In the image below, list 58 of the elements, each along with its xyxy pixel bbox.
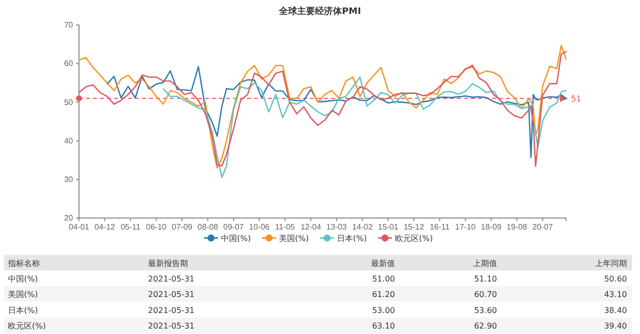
- text: 43.10: [604, 290, 627, 300]
- x-tick-label: 09-07: [223, 222, 244, 232]
- x-tick-label: 08-08: [198, 222, 219, 232]
- ref-line-label: 51: [571, 94, 582, 104]
- text: 53.60: [474, 306, 497, 315]
- text: 2021-05-31: [148, 290, 194, 300]
- x-tick-label: 05-11: [120, 222, 142, 232]
- x-tick-label: 04-01: [68, 222, 90, 232]
- x-tick-label: 13-03: [326, 222, 348, 232]
- text: 39.40: [604, 321, 627, 330]
- text: 38.40: [604, 306, 627, 315]
- text: 欧元区(%): [8, 321, 46, 330]
- x-tick-label: 16-11: [430, 222, 450, 232]
- x-tick-label: 15-01: [378, 222, 399, 232]
- text: 53.00: [372, 306, 395, 315]
- y-tick-label: 60: [64, 59, 74, 68]
- line-series: [106, 66, 567, 158]
- x-tick-label: 14-02: [352, 222, 374, 232]
- x-tick-label: 07-09: [172, 222, 193, 232]
- x-tick-label: 12-04: [300, 222, 322, 232]
- x-tick-label: 06-10: [146, 222, 168, 232]
- x-tick-label: 19-08: [506, 222, 528, 232]
- legend-label: 中国(%): [221, 234, 251, 243]
- text: 中国(%): [8, 274, 38, 284]
- legend-label: 欧元区(%): [395, 234, 433, 243]
- text: 美国(%): [8, 290, 38, 300]
- y-tick-label: 70: [64, 20, 74, 30]
- y-tick-label: 50: [64, 98, 74, 107]
- legend-label: 日本(%): [337, 234, 367, 243]
- x-tick-label: 11-05: [275, 222, 296, 232]
- text: 2021-05-31: [148, 274, 194, 284]
- text: 上期值: [473, 259, 497, 268]
- text: 2021-05-31: [148, 321, 194, 330]
- x-tick-label: 15-12: [404, 222, 425, 232]
- text: 60.70: [474, 290, 497, 300]
- x-tick-label: 17-10: [455, 222, 476, 232]
- text: 日本(%): [8, 306, 38, 315]
- x-tick-label: 18-09: [480, 222, 502, 232]
- y-tick-label: 20: [64, 214, 74, 223]
- y-tick-label: 40: [64, 136, 74, 146]
- text: 61.20: [372, 290, 395, 300]
- y-tick-label: 30: [64, 174, 74, 184]
- text: 2021-05-31: [148, 306, 194, 315]
- text: 最新报告期: [148, 259, 188, 268]
- legend-label: 美国(%): [279, 234, 309, 243]
- x-tick-label: 04-12: [94, 222, 116, 232]
- text: 最新值: [371, 259, 395, 268]
- line-series: [162, 76, 567, 178]
- text: 51.00: [372, 274, 395, 284]
- chart-title: 全球主要经济体PMI: [278, 6, 361, 17]
- x-tick-label: 20-07: [532, 222, 554, 232]
- text: 62.90: [474, 321, 497, 330]
- text: 63.10: [372, 321, 395, 330]
- text: 50.60: [604, 274, 627, 284]
- text: 指标名称: [7, 259, 40, 268]
- text: 上年同期: [595, 259, 627, 268]
- x-tick-label: 10-06: [249, 222, 270, 232]
- text: 51.10: [474, 274, 497, 284]
